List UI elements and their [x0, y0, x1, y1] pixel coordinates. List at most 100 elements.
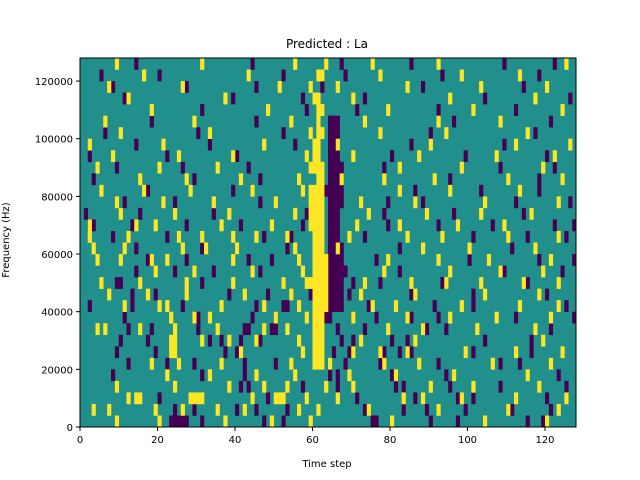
heatmap-cell-low: [572, 311, 577, 324]
y-tick-label: 20000: [41, 365, 73, 376]
heatmap-cell-high: [525, 127, 530, 140]
heatmap-cell-low: [328, 242, 333, 255]
heatmap-cell-high: [192, 311, 197, 324]
heatmap-cell-high: [320, 230, 325, 243]
heatmap-cell-low: [471, 392, 476, 405]
heatmap-cell-low: [545, 150, 550, 163]
heatmap-cell-high: [103, 115, 108, 128]
heatmap-cell-low: [285, 242, 290, 255]
heatmap-cell-high: [320, 184, 325, 197]
heatmap-cell-high: [293, 207, 298, 220]
heatmap-cell-high: [138, 173, 143, 186]
heatmap-cell-high: [459, 300, 464, 312]
heatmap-cell-low: [498, 357, 503, 370]
heatmap-cell-high: [281, 392, 286, 405]
heatmap-cell-high: [250, 392, 255, 405]
heatmap-cell-high: [320, 69, 325, 82]
heatmap-cell-high: [200, 230, 205, 243]
heatmap-cell-high: [316, 127, 321, 140]
heatmap-cell-high: [312, 357, 317, 370]
heatmap-cell-high: [219, 357, 224, 370]
heatmap-cell-low: [176, 415, 182, 428]
heatmap-cell-high: [99, 184, 104, 197]
heatmap-cell-high: [312, 92, 317, 105]
heatmap-cell-low: [207, 334, 213, 347]
heatmap-cell-low: [498, 161, 503, 174]
heatmap-cell-high: [444, 277, 449, 289]
heatmap-cell-low: [436, 104, 441, 116]
heatmap-cell-high: [293, 369, 298, 382]
heatmap-cell-low: [211, 265, 216, 278]
heatmap-cell-high: [324, 254, 329, 266]
heatmap-cell-high: [231, 254, 236, 266]
heatmap-cell-high: [254, 230, 259, 243]
heatmap-cell-high: [242, 403, 247, 416]
heatmap-cell-low: [87, 300, 92, 312]
heatmap-cell-high: [428, 138, 433, 151]
heatmap-cell-high: [541, 161, 546, 174]
heatmap-cell-low: [537, 173, 542, 186]
heatmap-cell-low: [134, 265, 139, 278]
heatmap-cell-low: [281, 127, 286, 140]
heatmap-cell-high: [471, 380, 476, 393]
heatmap-cell-high: [397, 219, 402, 232]
heatmap-cell-high: [250, 184, 255, 197]
heatmap-cell-high: [417, 150, 422, 163]
heatmap-cell-low: [436, 311, 441, 324]
heatmap-cell-high: [281, 277, 286, 289]
heatmap-cell-low: [339, 334, 344, 347]
heatmap-cell-high: [556, 230, 561, 243]
x-axis-title: Time step: [301, 459, 351, 470]
heatmap-cell-high: [421, 242, 426, 255]
heatmap-cell-low: [258, 265, 263, 278]
heatmap-cell-high: [316, 311, 321, 324]
heatmap-cell-low: [180, 300, 185, 312]
y-axis-title: Frequency (Hz): [1, 202, 12, 278]
heatmap-cell-high: [486, 254, 492, 266]
heatmap-cell-high: [347, 369, 352, 382]
heatmap-cell-high: [436, 403, 441, 416]
heatmap-cell-low: [153, 288, 158, 301]
heatmap-cell-high: [231, 150, 236, 163]
heatmap-cell-low: [564, 300, 569, 312]
heatmap-cell-low: [448, 173, 453, 186]
heatmap-cell-high: [169, 346, 174, 359]
heatmap-cell-high: [273, 392, 278, 405]
heatmap-cell-high: [316, 323, 321, 336]
y-tick-label: 120000: [35, 77, 73, 88]
heatmap-cell-high: [560, 173, 565, 186]
heatmap-cell-high: [359, 334, 364, 347]
heatmap-cell-low: [300, 380, 306, 393]
heatmap-cell-high: [297, 173, 302, 186]
heatmap-cell-high: [235, 242, 240, 255]
heatmap-cell-low: [227, 288, 232, 301]
heatmap-cell-high: [312, 242, 317, 255]
heatmap-cell-high: [157, 300, 162, 312]
heatmap-cell-high: [335, 242, 340, 255]
heatmap-cell-high: [316, 138, 321, 151]
heatmap-cell-high: [514, 346, 519, 359]
heatmap-cell-low: [537, 254, 542, 266]
heatmap-cell-high: [238, 173, 244, 186]
heatmap-cell-high: [459, 392, 464, 405]
heatmap-cell-low: [560, 265, 565, 278]
heatmap-cell-low: [552, 161, 557, 174]
heatmap-cell-high: [517, 300, 523, 312]
heatmap-cell-low: [328, 127, 333, 140]
heatmap-cell-high: [308, 81, 313, 93]
heatmap-cell-low: [502, 138, 507, 151]
heatmap-cell-high: [215, 161, 220, 174]
heatmap-cell-low: [362, 92, 368, 105]
heatmap-cell-high: [452, 369, 457, 382]
heatmap-cell-low: [254, 115, 259, 128]
heatmap-cell-high: [99, 277, 104, 289]
heatmap-cell-low: [200, 104, 205, 116]
heatmap-cell-high: [200, 334, 205, 347]
heatmap-cell-high: [413, 334, 418, 347]
heatmap-cell-high: [320, 219, 325, 232]
heatmap-cell-low: [300, 219, 306, 232]
heatmap-cell-low: [111, 81, 116, 93]
heatmap-cell-low: [335, 150, 340, 163]
heatmap-cell-high: [537, 288, 542, 301]
heatmap-cell-low: [200, 277, 205, 289]
